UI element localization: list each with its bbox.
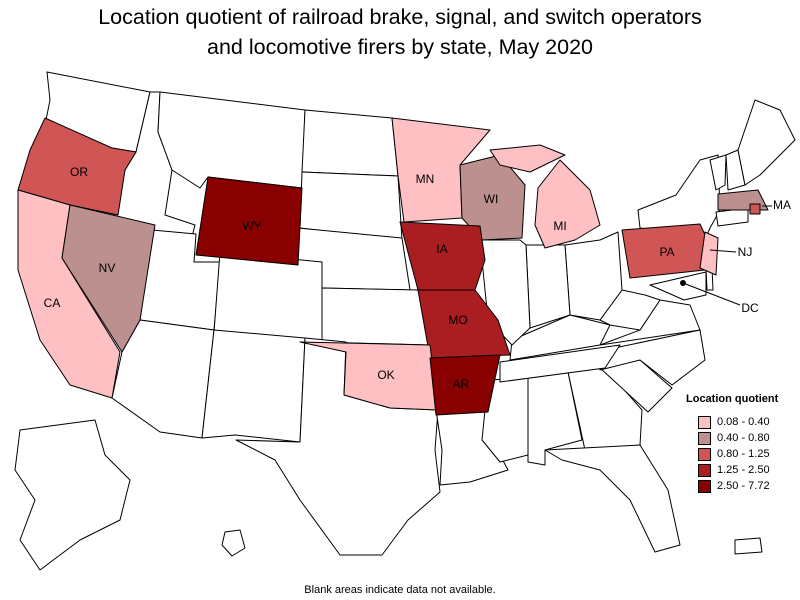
label-MI: MI xyxy=(553,219,566,233)
state-VA xyxy=(599,299,701,346)
label-OK: OK xyxy=(377,368,394,382)
colored-states xyxy=(17,117,769,416)
state-MI-upper xyxy=(489,144,566,173)
state-MT xyxy=(157,91,306,189)
title-line-1: Location quotient of railroad brake, sig… xyxy=(98,5,702,29)
state-RI xyxy=(749,203,761,215)
legend-title: Location quotient xyxy=(686,393,779,405)
state-NV xyxy=(61,204,156,353)
state-HI xyxy=(221,529,246,557)
state-NJ xyxy=(699,231,719,276)
label-MN: MN xyxy=(416,172,435,186)
state-TN xyxy=(499,344,621,383)
label-IA: IA xyxy=(436,242,447,256)
state-AR xyxy=(429,354,501,416)
state-OK xyxy=(299,341,439,411)
legend-label: 2.50 - 7.72 xyxy=(717,480,770,492)
state-WY xyxy=(195,176,303,266)
label-WY: WY xyxy=(242,219,261,233)
footnote: Blank areas indicate data not available. xyxy=(304,584,496,596)
state-KY xyxy=(509,314,611,361)
label-MO: MO xyxy=(448,313,467,327)
legend-swatch xyxy=(698,463,711,477)
label-MA: MA xyxy=(773,198,791,212)
legend-item: 0.40 - 0.80 xyxy=(686,430,798,446)
legend-swatch xyxy=(698,415,711,429)
title-line-2: and locomotive firers by state, May 2020 xyxy=(207,35,593,59)
legend-label: 0.80 - 1.25 xyxy=(717,448,770,460)
state-ND xyxy=(301,109,399,177)
map-title: Location quotient of railroad brake, sig… xyxy=(0,2,800,62)
legend-item: 0.08 - 0.40 xyxy=(686,414,798,430)
state-IA xyxy=(399,221,486,291)
legend-item: 0.80 - 1.25 xyxy=(686,446,798,462)
leader-lines xyxy=(682,205,772,306)
state-ME xyxy=(737,99,796,186)
label-OR: OR xyxy=(70,165,88,179)
label-NV: NV xyxy=(99,261,116,275)
state-CO xyxy=(213,251,323,343)
state-AK xyxy=(14,419,131,571)
state-OR xyxy=(17,117,137,216)
state-MD xyxy=(649,271,707,301)
leader-NJ xyxy=(709,249,737,253)
legend-swatch xyxy=(698,479,711,493)
legend-swatch xyxy=(698,431,711,445)
state-labels: OR CA NV WY MN WI MI IA MO OK AR PA NJ M… xyxy=(44,165,791,391)
label-PA: PA xyxy=(659,245,674,259)
state-FL xyxy=(544,444,681,553)
state-MI xyxy=(534,159,601,249)
state-NM xyxy=(201,329,306,443)
legend-label: 0.40 - 0.80 xyxy=(717,432,770,444)
legend-swatch xyxy=(698,447,711,461)
label-WI: WI xyxy=(484,192,499,206)
territory-PR xyxy=(734,537,763,555)
label-AR: AR xyxy=(453,377,470,391)
state-IN xyxy=(525,244,571,329)
state-KS xyxy=(317,287,431,346)
label-CA: CA xyxy=(44,296,61,310)
legend-label: 1.25 - 2.50 xyxy=(717,464,770,476)
label-NJ: NJ xyxy=(738,245,753,259)
legend-item: 1.25 - 2.50 xyxy=(686,462,798,478)
state-VT xyxy=(709,154,727,191)
state-CT xyxy=(715,207,749,227)
leader-DC xyxy=(682,282,741,306)
legend-label: 0.08 - 0.40 xyxy=(717,416,770,428)
legend: Location quotient 0.08 - 0.40 0.40 - 0.8… xyxy=(686,393,798,494)
dc-marker xyxy=(680,280,686,286)
label-DC: DC xyxy=(741,301,759,315)
legend-item: 2.50 - 7.72 xyxy=(686,478,798,494)
blank-states xyxy=(14,71,796,571)
